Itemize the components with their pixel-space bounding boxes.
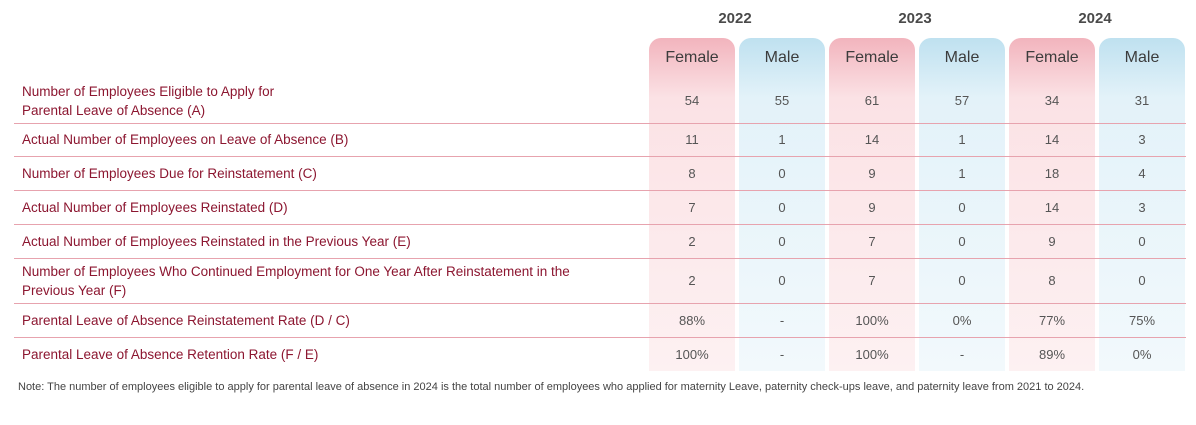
- table-cell: 89%: [1038, 346, 1066, 362]
- table-cell: 11: [685, 132, 699, 147]
- female-column-background: [829, 38, 915, 371]
- table-cell: 0: [778, 165, 786, 181]
- table-cell: -: [779, 312, 785, 328]
- table-cell: 0: [778, 199, 786, 215]
- table-cell: 9: [868, 199, 876, 215]
- table-row: Actual Number of Employees Reinstated in…: [14, 224, 1186, 259]
- year-header: 2023: [898, 10, 932, 27]
- table-cell: 0%: [1132, 346, 1152, 362]
- table-row: Parental Leave of Absence Reinstatement …: [14, 303, 1186, 338]
- row-label: Number of Employees Eligible to Apply fo…: [22, 83, 275, 118]
- column-header-female: Female: [845, 49, 899, 66]
- table-cell: 100%: [855, 312, 889, 328]
- table-cell: 9: [868, 165, 876, 181]
- table-cell: -: [959, 346, 965, 362]
- table-cell: 0: [1138, 273, 1146, 288]
- table-cell: 0: [1138, 233, 1146, 249]
- table-row: Parental Leave of Absence Retention Rate…: [14, 337, 1186, 371]
- year-header: 2024: [1078, 10, 1112, 27]
- table-cell: 0: [958, 273, 966, 288]
- table-cell: 7: [868, 233, 876, 249]
- table-cell: 18: [1044, 165, 1060, 181]
- table-cell: 1: [958, 132, 966, 147]
- row-label: Parental Leave of Absence Retention Rate…: [22, 346, 319, 362]
- table-cell: 0: [778, 233, 786, 249]
- footnote: Note: The number of employees eligible t…: [18, 381, 1085, 393]
- table-cell: 2: [688, 233, 696, 249]
- column-header-female: Female: [1025, 49, 1079, 66]
- table-cell: -: [779, 346, 785, 362]
- row-label: Number of Employees Who Continued Employ…: [22, 263, 570, 298]
- table-row: Number of Employees Eligible to Apply fo…: [14, 78, 1186, 124]
- table-cell: 100%: [855, 346, 889, 362]
- table-cell: 57: [954, 93, 970, 108]
- table-cell: 0%: [952, 312, 972, 328]
- table-row: Actual Number of Employees Reinstated (D…: [14, 190, 1186, 225]
- column-header-male: Male: [944, 49, 980, 66]
- column-header-female: Female: [665, 49, 719, 66]
- table-cell: 75%: [1128, 312, 1156, 328]
- table-cell: 34: [1044, 93, 1060, 108]
- table-cell: 9: [1048, 233, 1056, 249]
- table-cell: 8: [688, 165, 696, 181]
- row-label: Actual Number of Employees on Leave of A…: [22, 132, 349, 147]
- table-cell: 14: [1044, 199, 1060, 215]
- row-label: Number of Employees Due for Reinstatemen…: [22, 165, 317, 181]
- table-cell: 3: [1138, 132, 1146, 147]
- table-cell: 7: [868, 273, 876, 288]
- table-cell: 54: [684, 93, 700, 108]
- table-cell: 77%: [1038, 312, 1066, 328]
- table-cell: 8: [1048, 273, 1056, 288]
- male-column-background: [739, 38, 825, 371]
- table-cell: 88%: [678, 312, 706, 328]
- table-row: Actual Number of Employees on Leave of A…: [14, 123, 1186, 157]
- column-header-male: Male: [764, 49, 800, 66]
- table-cell: 3: [1138, 199, 1146, 215]
- table-row: Number of Employees Who Continued Employ…: [14, 258, 1186, 304]
- table-cell: 0: [958, 233, 966, 249]
- table-cell: 2: [688, 273, 696, 288]
- table-cell: 100%: [675, 346, 709, 362]
- table-cell: 1: [958, 165, 966, 181]
- table-cell: 31: [1134, 93, 1150, 108]
- row-label: Actual Number of Employees Reinstated (D…: [22, 199, 288, 215]
- table-cell: 55: [774, 93, 790, 108]
- year-header: 2022: [718, 10, 752, 27]
- table-cell: 7: [688, 199, 696, 215]
- row-label: Actual Number of Employees Reinstated in…: [22, 233, 411, 249]
- table-row: Number of Employees Due for Reinstatemen…: [14, 156, 1186, 191]
- female-column-background: [649, 38, 735, 371]
- row-label: Parental Leave of Absence Reinstatement …: [22, 312, 350, 328]
- table-cell: 0: [958, 199, 966, 215]
- table-cell: 0: [778, 273, 786, 288]
- table-cell: 61: [864, 93, 880, 108]
- male-column-background: [1099, 38, 1185, 371]
- table-cell: 14: [864, 132, 880, 147]
- female-column-background: [1009, 38, 1095, 371]
- male-column-background: [919, 38, 1005, 371]
- table-cell: 4: [1138, 165, 1146, 181]
- table-cell: 14: [1044, 132, 1060, 147]
- column-header-male: Male: [1124, 49, 1160, 66]
- table-cell: 1: [778, 132, 786, 147]
